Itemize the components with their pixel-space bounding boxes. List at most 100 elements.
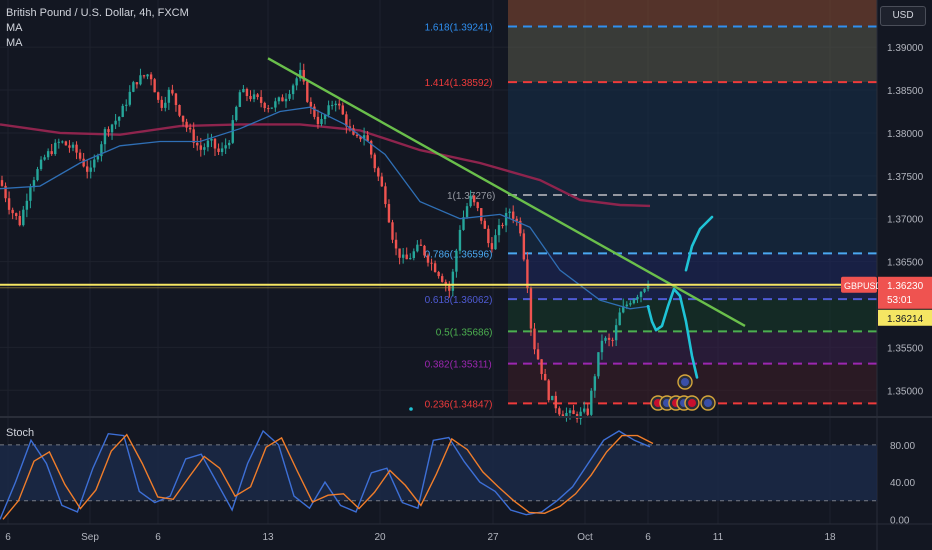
candle-body-38: [135, 82, 139, 85]
candle-body-96: [341, 105, 344, 115]
candle-body-1: [4, 185, 7, 199]
candle-body-119: [423, 245, 426, 256]
time-tick-7: 6: [645, 532, 651, 543]
candle-body-39: [139, 75, 142, 85]
time-tick-3: 13: [262, 532, 274, 543]
candle-body-150: [533, 328, 536, 350]
candle-body-4: [15, 213, 18, 216]
fib-zone-4: [508, 253, 877, 300]
candle-body-167: [593, 376, 597, 391]
candle-body-90: [320, 119, 323, 125]
price-tick-2: 1.38000: [887, 129, 924, 140]
candle-body-26: [93, 159, 96, 168]
stoch-label: Stoch: [6, 427, 35, 439]
fib-label-3: 0.786(1.36596): [425, 249, 493, 260]
candle-body-42: [149, 74, 153, 80]
time-tick-5: 27: [487, 532, 499, 543]
legend-title: British Pound / U.S. Dollar, 4h, FXCM: [6, 7, 189, 19]
stoch-tick-0: 80.00: [890, 441, 915, 452]
candle-body-108: [384, 186, 387, 205]
candle-body-67: [238, 92, 242, 107]
candle-body-139: [494, 235, 497, 250]
stoch-d-line: [2, 433, 654, 520]
candle-body-68: [242, 88, 245, 93]
candle-body-52: [185, 121, 188, 128]
candle-body-112: [398, 248, 401, 258]
candle-body-93: [330, 105, 334, 107]
drawing-path-up: [684, 215, 714, 272]
candle-body-158: [561, 414, 565, 417]
candle-body-92: [327, 105, 330, 115]
candle-body-152: [540, 359, 543, 374]
candle-body-145: [515, 218, 518, 221]
time-tick-4: 20: [374, 532, 386, 543]
candle-body-97: [345, 114, 348, 127]
candle-body-5: [18, 215, 21, 226]
candle-body-81: [288, 94, 291, 99]
candle-body-127: [451, 271, 455, 291]
candle-body-148: [526, 259, 529, 289]
candle-body-89: [316, 116, 320, 125]
candle-body-37: [132, 82, 135, 92]
candle-body-94: [334, 103, 337, 106]
candle-body-170: [604, 337, 607, 341]
candle-body-180: [639, 291, 643, 297]
candle-body-51: [181, 115, 185, 122]
time-tick-6: Oct: [577, 532, 593, 543]
candle-body-178: [632, 299, 636, 304]
candle-body-47: [167, 89, 171, 103]
candle-body-146: [519, 220, 522, 234]
candle-body-78: [277, 97, 281, 102]
candle-body-164: [583, 408, 586, 412]
candle-body-43: [153, 79, 156, 93]
last-price-bg: [878, 276, 932, 309]
candle-body-118: [419, 244, 423, 246]
time-tick-0: 6: [5, 532, 11, 543]
chart-legend: British Pound / U.S. Dollar, 4h, FXCM MA…: [6, 6, 189, 51]
symbol-tag-bg: [841, 276, 877, 293]
candle-body-73: [259, 97, 263, 103]
candle-body-44: [157, 92, 160, 100]
candle-body-106: [377, 168, 380, 177]
candle-body-64: [228, 142, 231, 146]
candle-body-9: [32, 180, 36, 188]
candle-body-35: [125, 104, 128, 106]
candle-body-33: [117, 116, 121, 121]
candle-body-34: [121, 105, 124, 117]
candle-body-95: [338, 103, 341, 106]
event-flag-icon-inner-5: [688, 399, 696, 407]
candle-body-14: [50, 151, 53, 155]
candle-body-8: [29, 187, 32, 201]
currency-button[interactable]: USD: [880, 6, 926, 26]
trendline: [267, 57, 746, 327]
candle-body-142: [504, 213, 508, 226]
countdown: 53:01: [887, 295, 912, 306]
symbol-tag: GBPUSD: [844, 281, 883, 291]
price-tick-4: 1.37000: [887, 215, 924, 226]
legend-ma-1[interactable]: MA: [6, 22, 23, 34]
candle-body-137: [487, 228, 490, 244]
candle-body-40: [142, 75, 146, 77]
candle-body-56: [199, 145, 202, 150]
candle-body-28: [100, 144, 103, 157]
candles-group: [0, 62, 650, 425]
candle-body-69: [245, 88, 249, 97]
time-tick-1: Sep: [81, 532, 99, 543]
candle-body-71: [252, 94, 256, 100]
legend-ma-2[interactable]: MA: [6, 37, 23, 49]
candle-body-25: [89, 167, 92, 172]
candle-body-20: [71, 144, 75, 148]
candle-body-130: [462, 217, 465, 230]
fib-zone-0: [508, 0, 877, 27]
candle-body-3: [11, 209, 14, 214]
fib-label-0: 1.618(1.39241): [425, 23, 493, 34]
candle-body-85: [302, 69, 305, 82]
candle-body-121: [430, 262, 433, 264]
candle-body-103: [366, 135, 369, 141]
candle-body-111: [394, 239, 398, 249]
candle-body-136: [483, 220, 486, 229]
candle-body-176: [625, 304, 628, 307]
candle-body-31: [110, 124, 114, 133]
fib-label-6: 0.382(1.35311): [425, 360, 492, 371]
